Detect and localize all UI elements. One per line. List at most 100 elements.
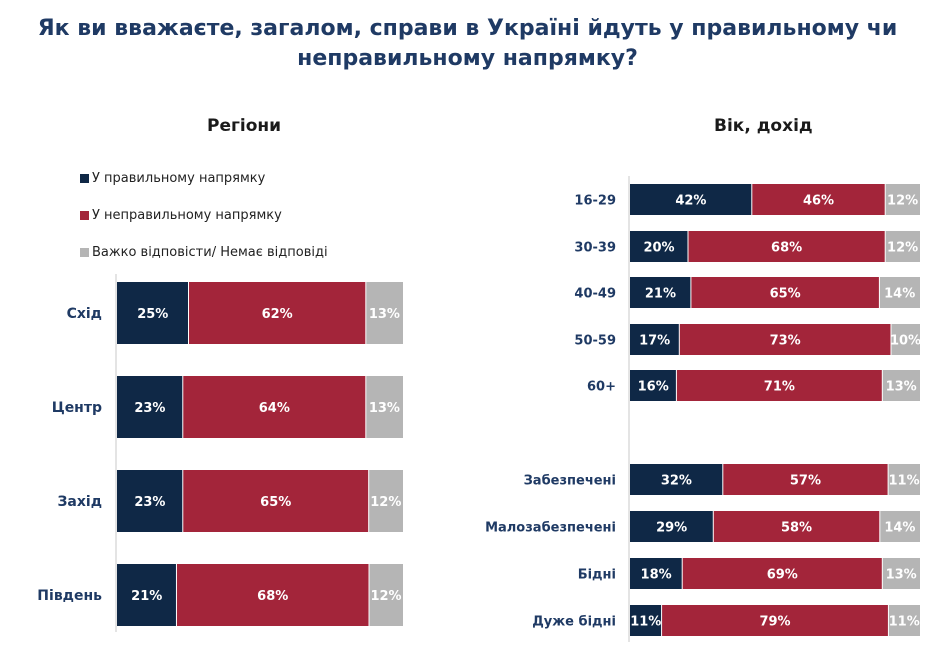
legend-swatch — [80, 211, 89, 220]
legend-item-wrong-direction: У неправильному напрямку — [80, 197, 328, 234]
data-label: 25% — [137, 307, 168, 322]
bar-segment — [882, 370, 920, 401]
chart-title: Як ви вважаєте, загалом, справи в Україн… — [0, 14, 935, 74]
legend-label: У правильному напрямку — [92, 171, 266, 186]
bar-segment — [682, 558, 883, 589]
data-label: 62% — [262, 307, 293, 322]
bar-segment — [630, 605, 662, 636]
bar-segment — [365, 376, 403, 438]
data-label: 46% — [803, 194, 834, 209]
bar-segment — [882, 558, 920, 589]
bar-segment — [188, 282, 366, 344]
category-label: Забезпечені — [524, 474, 616, 489]
chart-panel-2: 16-29 42% 46% 12% 30-39 20% 68% 12% 40-49 21% 65% 1… — [485, 176, 921, 642]
data-label: 14% — [884, 287, 915, 302]
bar-segment — [630, 277, 691, 308]
bar-segment — [117, 376, 183, 438]
data-label: 64% — [259, 401, 290, 416]
bar-segment — [751, 184, 886, 215]
data-label: 12% — [370, 589, 401, 604]
legend-label: У неправильному напрямку — [92, 208, 282, 223]
data-label: 12% — [370, 495, 401, 510]
legend-label: Важко відповісти/ Немає відповіді — [92, 245, 328, 260]
data-label: 73% — [770, 334, 801, 349]
data-label: 42% — [675, 194, 706, 209]
data-label: 13% — [369, 307, 400, 322]
data-label: 21% — [131, 589, 162, 604]
bar-segment — [879, 277, 920, 308]
data-label: 65% — [260, 495, 291, 510]
data-label: 23% — [134, 401, 165, 416]
data-label: 14% — [884, 521, 915, 536]
bar-segment — [630, 231, 688, 262]
category-label: Захід — [57, 494, 102, 510]
bar-segment — [368, 470, 403, 532]
bar-segment — [117, 564, 177, 626]
bar-segment — [891, 324, 920, 355]
legend-item-no-answer: Важко відповісти/ Немає відповіді — [80, 234, 328, 271]
category-label: Схід — [67, 306, 102, 322]
data-label: 79% — [759, 615, 790, 630]
panel-title-age-income: Вік, дохід — [714, 116, 813, 136]
bar-segment — [117, 470, 183, 532]
bar-segment — [879, 511, 920, 542]
legend: У правильному напрямку У неправильному н… — [80, 160, 328, 271]
bar-segment — [888, 464, 920, 495]
category-label: Бідні — [578, 568, 616, 583]
data-label: 71% — [764, 380, 795, 395]
data-label: 65% — [770, 287, 801, 302]
bar-segment — [369, 564, 403, 626]
bar-segment — [117, 282, 189, 344]
bar-segment — [661, 605, 889, 636]
bar-segment — [676, 370, 883, 401]
data-label: 23% — [134, 495, 165, 510]
category-label: 30-39 — [574, 241, 616, 256]
data-label: 11% — [630, 615, 661, 630]
data-label: 29% — [656, 521, 687, 536]
bar-segment — [630, 511, 714, 542]
data-label: 68% — [771, 241, 802, 256]
data-label: 12% — [887, 194, 918, 209]
data-label: 11% — [889, 615, 920, 630]
legend-swatch — [80, 174, 89, 183]
panel-title-regions: Регіони — [207, 116, 282, 136]
bar-segment — [679, 324, 891, 355]
data-label: 68% — [257, 589, 288, 604]
bar-segment — [888, 605, 920, 636]
category-label: 50-59 — [574, 334, 616, 349]
chart-title-line2: неправильному напрямку? — [297, 46, 638, 71]
data-label: 18% — [641, 568, 672, 583]
bar-segment — [885, 184, 920, 215]
legend-swatch — [80, 248, 89, 257]
data-label: 10% — [890, 334, 921, 349]
data-label: 13% — [369, 401, 400, 416]
data-label: 17% — [639, 334, 670, 349]
category-label: Малозабезпечені — [485, 521, 616, 536]
bar-segment — [713, 511, 880, 542]
bar-segment — [182, 470, 369, 532]
bar-segment — [630, 464, 723, 495]
category-label: 16-29 — [574, 194, 616, 209]
bar-segment — [365, 282, 403, 344]
data-label: 13% — [886, 380, 917, 395]
data-label: 69% — [767, 568, 798, 583]
bar-segment — [630, 184, 752, 215]
data-label: 13% — [886, 568, 917, 583]
bar-segment — [630, 370, 677, 401]
bar-segment — [688, 231, 886, 262]
bar-segment — [630, 558, 683, 589]
bar-segment — [885, 231, 920, 262]
data-label: 58% — [781, 521, 812, 536]
legend-item-right-direction: У правильному напрямку — [80, 160, 328, 197]
data-label: 16% — [638, 380, 669, 395]
category-label: Південь — [37, 588, 102, 604]
data-label: 11% — [888, 474, 919, 489]
bar-segment — [630, 324, 680, 355]
data-label: 20% — [643, 241, 674, 256]
category-label: Дуже бідні — [532, 615, 616, 630]
bar-segment — [176, 564, 370, 626]
bar-segment — [182, 376, 366, 438]
category-label: Центр — [52, 400, 102, 416]
chart-title-line1: Як ви вважаєте, загалом, справи в Україн… — [37, 16, 898, 41]
data-label: 12% — [887, 241, 918, 256]
